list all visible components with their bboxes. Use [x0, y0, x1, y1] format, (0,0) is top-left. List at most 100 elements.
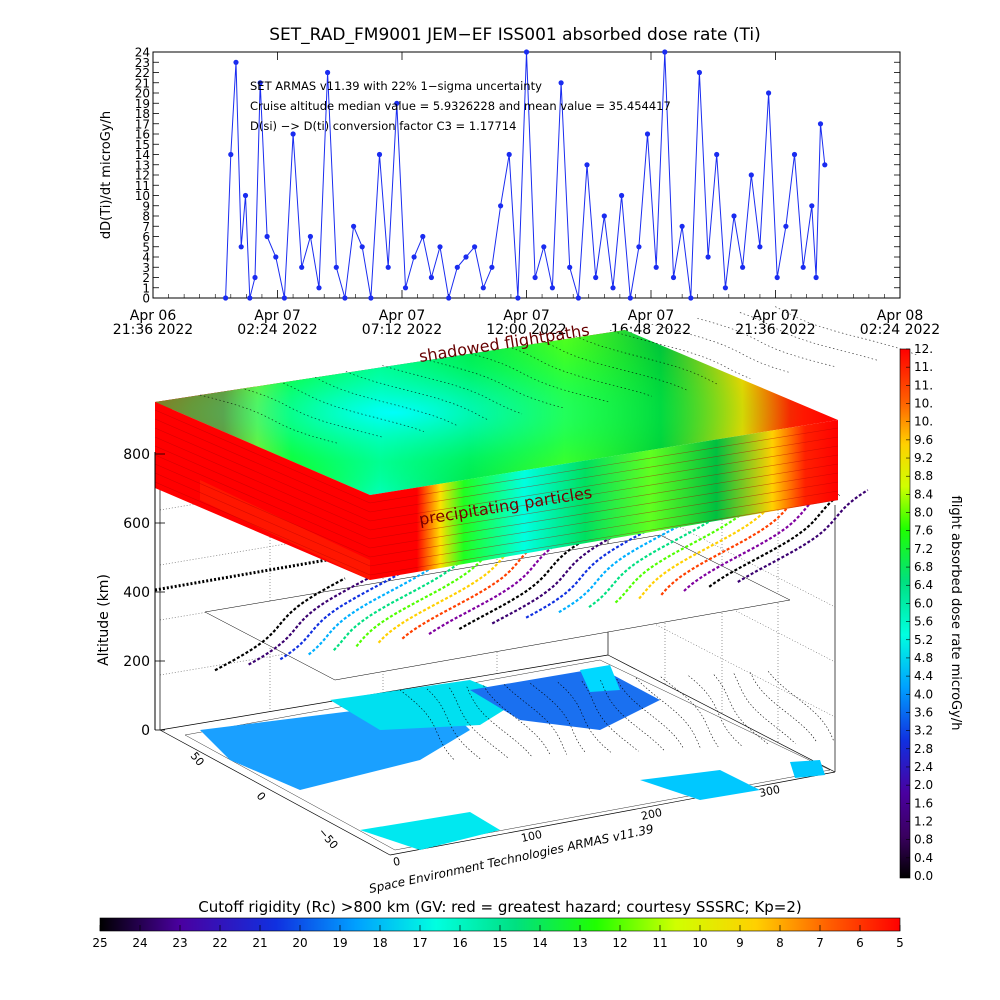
- dose-tick-label: 7.6: [914, 524, 933, 538]
- rigidity-tick-label: 19: [332, 936, 347, 950]
- rigidity-tick-label: 14: [532, 936, 547, 950]
- dose-tick-label: 0.8: [914, 833, 933, 847]
- data-point: [822, 162, 828, 168]
- data-point: [791, 151, 798, 158]
- map-track: [449, 687, 509, 759]
- slab-track: [244, 388, 384, 438]
- rigidity-tick-label: 24: [132, 936, 147, 950]
- flight-track: [458, 536, 590, 630]
- data-point: [705, 254, 711, 260]
- flight-track: [377, 549, 510, 644]
- y-tick-label: 20: [135, 87, 150, 101]
- data-point: [489, 264, 495, 270]
- altitude-axis-label: Altitude (km): [96, 574, 112, 666]
- particle-slab: shadowed flightpaths precipitating parti…: [154, 306, 917, 580]
- data-point: [242, 192, 249, 199]
- flight-track: [279, 566, 411, 661]
- data-point: [316, 285, 322, 291]
- map-track: [750, 672, 818, 743]
- data-point: [766, 90, 772, 96]
- altitude-tick-label: 600: [123, 516, 150, 532]
- dose-tick-label: 2.8: [914, 742, 933, 756]
- data-point: [817, 121, 824, 127]
- flight-track: [660, 502, 793, 596]
- slab-stripe: [154, 436, 371, 531]
- slab-stripe: [369, 490, 839, 567]
- data-point: [696, 69, 703, 76]
- rigidity-tick-label: 6: [856, 936, 864, 950]
- data-point: [290, 131, 296, 137]
- rigidity-tick-label: 16: [452, 936, 467, 950]
- rigidity-colorbar: Cutoff rigidity (Rc) >800 km (GV: red = …: [92, 898, 903, 950]
- data-point: [420, 233, 426, 240]
- flight-track: [588, 514, 720, 608]
- data-point: [385, 264, 391, 270]
- data-point: [644, 131, 651, 137]
- altitude-tick-label: 400: [123, 585, 150, 601]
- map-track: [660, 676, 719, 747]
- data-point: [264, 233, 270, 240]
- map-track: [503, 684, 567, 755]
- data-point: [532, 274, 538, 281]
- flight-track: [355, 553, 488, 648]
- y-tick-label: 24: [135, 46, 150, 60]
- data-point: [411, 254, 417, 260]
- dose-tick-label: 8.4: [914, 487, 933, 501]
- data-point: [558, 80, 564, 86]
- data-point: [774, 274, 780, 281]
- y-tick-label: 14: [135, 148, 150, 162]
- map-track: [530, 683, 587, 754]
- data-point: [472, 244, 478, 250]
- data-point: [567, 264, 573, 270]
- annotation-1: SET ARMAS v11.39 with 22% 1−sigma uncert…: [250, 79, 542, 93]
- data-point: [428, 274, 434, 281]
- dose-tick-label: 9.2: [914, 451, 933, 465]
- dose-colorbar: 0.0 0.4 0.8 1.2 1.6 2.0 2.4 2.8 3.2 3.6 4.0 4.4 4.8 5…: [899, 342, 963, 883]
- data-point: [541, 244, 547, 250]
- lon-tick: 0: [392, 855, 402, 869]
- data-point: [368, 295, 374, 301]
- y-tick-label: 1: [142, 281, 150, 295]
- data-point: [809, 203, 815, 209]
- y-tick-label: 18: [135, 107, 150, 121]
- slab-stripe: [154, 418, 371, 513]
- x-tick-label-date: Apr 08: [877, 308, 923, 324]
- data-point: [731, 213, 737, 219]
- dose-tick-label: 11.: [914, 360, 933, 374]
- dose-tick-label: 7.2: [914, 542, 933, 556]
- slab-stripe: [369, 454, 839, 531]
- map-track: [635, 677, 701, 749]
- dose-tick-label: 12.: [914, 342, 933, 356]
- x-tick-label-date: Apr 06: [130, 308, 177, 324]
- lat-tick: 0: [254, 790, 268, 804]
- data-point: [679, 223, 685, 229]
- dose-tick-label: 1.6: [914, 796, 933, 810]
- flight-track: [308, 561, 440, 656]
- data-point: [299, 264, 305, 270]
- slab-track: [651, 323, 791, 373]
- data-point: [247, 295, 253, 301]
- x-tick-label-date: Apr 07: [503, 308, 549, 324]
- slab-stripe: [369, 499, 839, 576]
- map-track: [581, 681, 639, 752]
- dose-tick-label: 4.0: [914, 687, 933, 701]
- x-tick-label-time: 02:24 2022: [237, 322, 317, 338]
- dose-tick-label: 10.: [914, 415, 933, 429]
- dose-tick-label: 0.4: [914, 851, 933, 865]
- data-point: [273, 254, 279, 260]
- data-point: [813, 274, 819, 281]
- data-point: [515, 295, 521, 301]
- x-tick-label-date: Apr 07: [752, 308, 798, 324]
- data-point: [610, 285, 616, 291]
- dose-tick-label: 11.: [914, 378, 933, 392]
- slab-stripe: [369, 445, 839, 522]
- slab-track: [199, 394, 338, 444]
- x-tick-label-date: Apr 07: [254, 308, 300, 324]
- dose-tick-label: 3.2: [914, 724, 933, 738]
- dose-tick-label: 4.8: [914, 651, 933, 665]
- y-tick-label: 13: [135, 158, 150, 172]
- data-point: [446, 295, 452, 301]
- dose-tick-label: 8.8: [914, 469, 933, 483]
- data-point: [593, 274, 599, 281]
